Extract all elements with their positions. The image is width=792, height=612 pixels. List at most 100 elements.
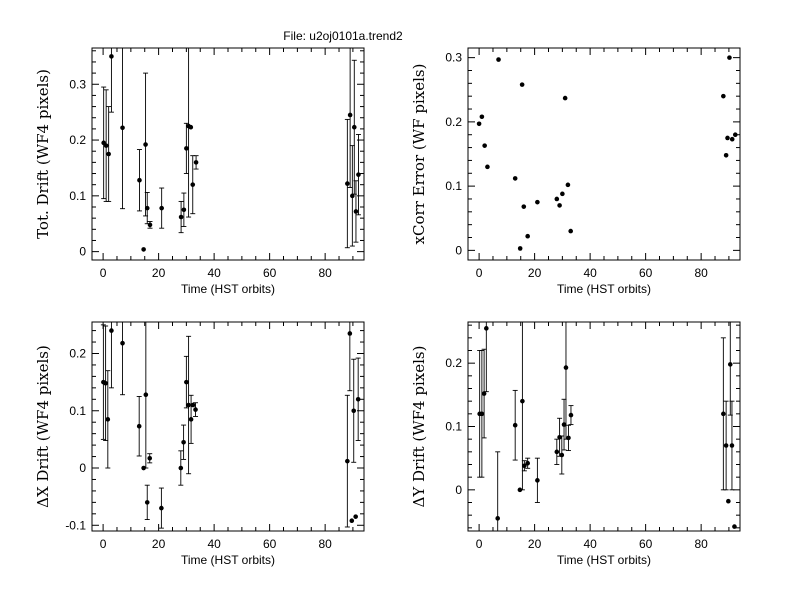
y-tick-label: 0.2 (445, 115, 462, 129)
data-point (159, 205, 164, 211)
y-tick-label: 0.1 (69, 189, 86, 203)
data-point (525, 460, 530, 466)
data-point (517, 246, 523, 251)
x-tick-label: 0 (476, 537, 483, 551)
data-point (190, 402, 196, 408)
x-tick-label: 80 (694, 266, 708, 280)
data-point (721, 411, 726, 417)
data-point (520, 398, 525, 404)
data-marks (476, 55, 738, 251)
data-point (181, 439, 186, 445)
data-point (568, 228, 573, 234)
data-point (144, 500, 150, 505)
x-tick-label: 20 (528, 537, 542, 551)
data-point (563, 365, 569, 370)
data-marks (477, 322, 737, 531)
data-point (178, 214, 184, 220)
x-axis-label: Time (HST orbits) (557, 553, 651, 567)
x-tick-label: 80 (318, 266, 332, 280)
data-point (512, 176, 518, 181)
data-point (726, 498, 731, 504)
data-point (562, 95, 568, 101)
data-point (561, 422, 567, 427)
data-point (512, 422, 518, 428)
data-point (535, 199, 540, 205)
dx-drift-panel: 0 20 40 60 80 -0.1 0 0.1 0.2 Time (HST orbits) ΔX … (34, 321, 365, 567)
dy-drift-panel: 0 20 40 60 80 0 0.1 0.2 Time (HST orbits) ΔY Drif… (410, 321, 741, 567)
plot-frame (467, 47, 741, 261)
y-tick-label: 0.3 (69, 77, 86, 91)
x-tick-label: 80 (318, 537, 332, 551)
data-point (495, 516, 500, 521)
data-point (353, 209, 359, 214)
data-point (147, 222, 153, 228)
data-point (120, 125, 125, 131)
data-point (184, 379, 189, 385)
y-axis-label: Tot. Drift (WF4 pixels) (34, 69, 52, 239)
data-point (109, 54, 114, 59)
x-tick-label: 40 (207, 537, 221, 551)
data-marks (100, 322, 361, 529)
data-point (521, 204, 527, 209)
data-point (147, 455, 153, 461)
data-point (347, 331, 353, 336)
data-point (476, 121, 482, 127)
x-tick-label: 0 (100, 537, 107, 551)
y-tick-label: 0 (455, 483, 462, 497)
data-point (141, 247, 146, 252)
data-point (723, 152, 729, 158)
data-point (347, 112, 353, 118)
x-tick-label: 80 (694, 537, 708, 551)
x-axis-label: Time (HST orbits) (181, 282, 275, 296)
page-title: File: u2oj0101a.trend2 (283, 29, 403, 43)
x-tick-label: 60 (639, 266, 653, 280)
data-point (351, 124, 357, 130)
data-point (143, 142, 148, 147)
data-point (103, 380, 108, 386)
data-point (178, 465, 184, 471)
data-point (535, 478, 540, 483)
data-point (723, 443, 729, 448)
data-point (485, 164, 490, 170)
x-tick-label: 60 (263, 537, 277, 551)
y-tick-label: 0.2 (69, 346, 86, 360)
data-point (727, 362, 733, 367)
x-axis-label: Time (HST orbits) (557, 282, 651, 296)
data-point (496, 57, 501, 62)
data-point (184, 146, 189, 151)
y-tick-label: 0 (455, 243, 462, 257)
data-point (159, 505, 164, 511)
data-point (356, 172, 361, 177)
data-point (729, 443, 735, 448)
data-marks (101, 48, 361, 252)
data-point (193, 160, 199, 165)
data-point (566, 435, 571, 441)
data-point (181, 207, 187, 213)
data-point (729, 136, 735, 142)
data-point (559, 452, 565, 458)
data-point (519, 82, 525, 87)
data-point (186, 402, 191, 408)
y-axis-label: ΔX Drift (WF4 pixels) (34, 345, 52, 508)
data-point (484, 326, 489, 331)
data-point (188, 417, 194, 422)
data-point (727, 55, 732, 60)
data-point (350, 193, 355, 199)
data-point (136, 423, 142, 429)
data-point (109, 328, 114, 333)
y-tick-label: 0.1 (445, 420, 462, 434)
data-point (560, 191, 565, 197)
plot-frame (91, 321, 365, 532)
y-tick-label: 0.3 (445, 51, 462, 65)
data-point (554, 449, 560, 455)
data-point (554, 196, 560, 202)
plot-frame (91, 47, 365, 261)
data-point (732, 132, 738, 138)
x-tick-label: 20 (528, 266, 542, 280)
data-point (725, 135, 730, 141)
y-tick-label: 0.1 (445, 179, 462, 193)
data-point (345, 181, 350, 186)
x-tick-label: 0 (476, 266, 483, 280)
